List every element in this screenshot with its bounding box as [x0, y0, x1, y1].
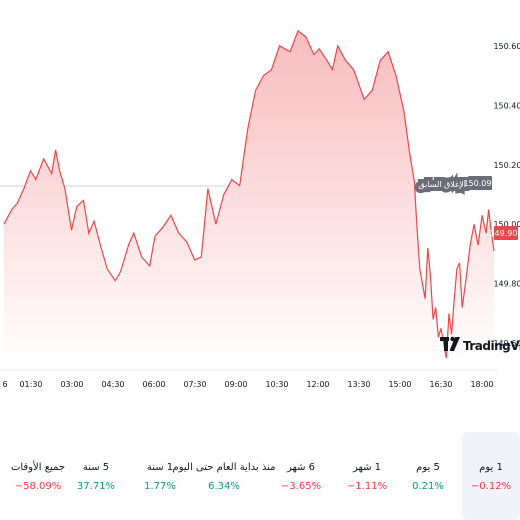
y-tick-label: 150.000 — [493, 220, 520, 229]
price-line — [3, 29, 495, 359]
performance-label: 1 سنة — [146, 462, 174, 473]
performance-value: −1.11% — [346, 481, 388, 492]
performance-item[interactable]: 6 شهر −3.65% — [268, 432, 334, 520]
y-tick-label: 150.200 — [493, 161, 520, 170]
performance-value: −0.12% — [470, 481, 512, 492]
y-tick-label: 150.400 — [493, 101, 520, 110]
performance-bar: 1 يوم −0.12% 5 يوم 0.21% 1 شهر −1.11% 6 شهر −3.… — [0, 432, 520, 520]
performance-label: 6 شهر — [286, 462, 316, 473]
x-tick-label: 18:00 — [470, 380, 493, 389]
tradingview-logo-icon — [440, 336, 460, 351]
performance-value: 1.77% — [144, 481, 176, 492]
performance-item[interactable]: 5 سنة 37.71% — [63, 432, 129, 520]
last-price-marker: 149.908 — [489, 226, 520, 240]
performance-label: 1 يوم — [479, 462, 503, 473]
x-tick-label: 15:00 — [388, 380, 411, 389]
x-tick-label: 03:00 — [60, 380, 83, 389]
performance-value: 0.21% — [412, 481, 444, 492]
performance-value: −58.09% — [14, 481, 62, 492]
x-tick-label: 07:30 — [183, 380, 206, 389]
performance-value: 37.71% — [76, 481, 116, 492]
previous-close-value: 150.093 — [463, 179, 496, 188]
previous-close-label: الإغلاق السابق — [418, 180, 466, 190]
x-tick-label: 16:30 — [429, 380, 452, 389]
performance-value: −3.65% — [280, 481, 322, 492]
x-tick-label: 13:30 — [347, 380, 370, 389]
performance-item[interactable]: 1 يوم −0.12% — [462, 432, 520, 520]
price-chart[interactable]: 149.600 149.800 150.000 150.200 150.400 150.6… — [0, 0, 520, 400]
previous-close-marker: الإغلاق السابق 150.093 — [414, 176, 497, 194]
performance-label: 5 سنة — [82, 462, 110, 473]
performance-item[interactable]: 1 سنة 1.77% — [127, 432, 193, 520]
x-tick-label: 10:30 — [265, 380, 288, 389]
performance-label: جميع الأوقات — [10, 462, 66, 473]
y-axis: 149.600 149.800 150.000 150.200 150.400 150.6… — [493, 42, 520, 348]
x-axis: 6 01:30 03:00 04:30 06:00 07:30 09:00 10:30 12:0… — [0, 369, 498, 389]
performance-item[interactable]: 1 شهر −1.11% — [334, 432, 400, 520]
tradingview-logo-text: TradingView — [463, 339, 520, 353]
performance-item[interactable]: منذ بداية العام حتى اليوم 6.34% — [169, 432, 279, 520]
performance-label: منذ بداية العام حتى اليوم — [172, 462, 276, 473]
tradingview-logo[interactable]: TradingView — [440, 336, 520, 353]
y-tick-label: 150.600 — [493, 42, 520, 51]
y-tick-label: 149.600 — [493, 339, 520, 348]
x-tick-label: 09:00 — [224, 380, 247, 389]
y-tick-label: 149.800 — [493, 280, 520, 289]
x-tick-label: 04:30 — [101, 380, 124, 389]
performance-item[interactable]: جميع الأوقات −58.09% — [5, 432, 71, 520]
x-tick-label: 06:00 — [142, 380, 165, 389]
price-area — [4, 30, 494, 368]
performance-label: 5 يوم — [416, 462, 440, 473]
performance-label: 1 شهر — [352, 462, 382, 473]
x-tick-label: 12:00 — [306, 380, 329, 389]
performance-value: 6.34% — [208, 481, 240, 492]
performance-item[interactable]: 5 يوم 0.21% — [395, 432, 461, 520]
x-tick-label: 01:30 — [19, 380, 42, 389]
last-price-value: 149.908 — [489, 229, 520, 238]
x-tick-label: 6 — [2, 380, 7, 389]
